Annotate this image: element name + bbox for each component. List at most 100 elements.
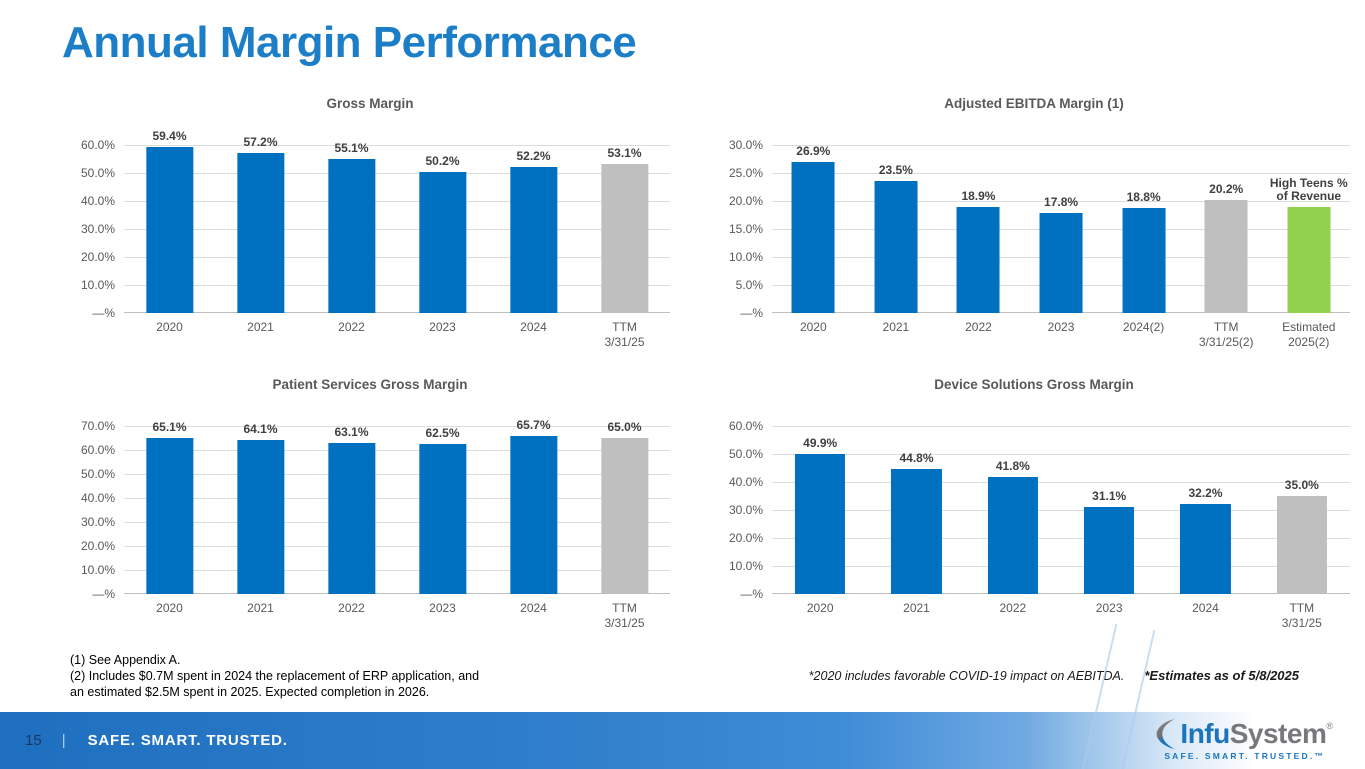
chart-body: 70.0% 60.0% 50.0% 40.0% 30.0% 20.0% 10.0% —% 65.… bbox=[70, 419, 670, 601]
gridline bbox=[772, 566, 1350, 567]
bar-slots: 59.4% 57.2% 55.1% 50.2% 52.2% 53.1% bbox=[124, 129, 670, 313]
bar-value-label: 17.8% bbox=[1044, 195, 1079, 210]
x-axis-label: 2021 bbox=[247, 601, 274, 615]
bar-slot: High Teens % of Revenue bbox=[1267, 145, 1350, 313]
x-axis: 2020 2021 2022 2023 2024 TTM 3/31/25 bbox=[124, 320, 670, 350]
registered-mark: ® bbox=[1326, 721, 1333, 731]
gridline bbox=[124, 498, 670, 499]
bar bbox=[795, 454, 846, 594]
bar-slot: 49.9% bbox=[772, 426, 868, 594]
x-axis-label: 2020 bbox=[806, 601, 834, 615]
chart-device-solutions-gross-margin: Device Solutions Gross Margin 60.0% 50.0% 4… bbox=[718, 377, 1350, 631]
y-tick-label: 40.0% bbox=[728, 475, 763, 489]
plot-area: 26.9% 23.5% 18.9% 17.8% 18.8% 20.2% High Teens… bbox=[772, 145, 1350, 313]
gridline bbox=[772, 538, 1350, 539]
footnote-covid: *2020 includes favorable COVID-19 impact… bbox=[808, 669, 1125, 683]
x-axis-label: 2022 bbox=[965, 320, 992, 334]
y-tick-label: —% bbox=[740, 587, 763, 601]
bar-value-label: 53.1% bbox=[607, 146, 642, 161]
bar-value-label: 64.1% bbox=[243, 422, 278, 437]
bar-slot: 26.9% bbox=[772, 145, 855, 313]
y-tick-label: 60.0% bbox=[80, 138, 115, 152]
bar-slot: 52.2% bbox=[488, 145, 579, 313]
slide-title: Annual Margin Performance bbox=[62, 18, 637, 67]
infusystem-swoosh-icon bbox=[1156, 718, 1178, 750]
x-axis-label: TTM 3/31/25(2) bbox=[1198, 320, 1254, 349]
x-axis-label: TTM 3/31/25 bbox=[604, 601, 645, 630]
x-axis-label: 2024 bbox=[520, 601, 547, 615]
footer-bar: 15 | SAFE. SMART. TRUSTED. bbox=[0, 712, 1365, 769]
gridline bbox=[124, 426, 670, 427]
gridline bbox=[124, 257, 670, 258]
y-tick-label: —% bbox=[92, 306, 115, 320]
bar-slots: 65.1% 64.1% 63.1% 62.5% 65.7% 65.0% bbox=[124, 419, 670, 594]
bar bbox=[236, 152, 285, 313]
chart-body: 60.0% 50.0% 40.0% 30.0% 20.0% 10.0% —% 59.4% 57.… bbox=[70, 129, 670, 320]
bar-slot: 65.7% bbox=[488, 419, 579, 594]
bar bbox=[1122, 207, 1166, 313]
y-tick-label: 30.0% bbox=[80, 515, 115, 529]
bar-value-label: 49.9% bbox=[803, 436, 838, 451]
bar bbox=[509, 166, 558, 313]
gridline bbox=[772, 454, 1350, 455]
page-number: 15 bbox=[25, 732, 42, 749]
x-axis-label: 2023 bbox=[429, 601, 456, 615]
bar bbox=[1287, 206, 1331, 313]
bar-slot: 44.8% bbox=[868, 426, 964, 594]
gridline bbox=[124, 546, 670, 547]
bar-value-label: 44.8% bbox=[899, 450, 934, 465]
gridline bbox=[772, 510, 1350, 511]
x-axis-label: TTM 3/31/25 bbox=[1281, 601, 1322, 630]
y-axis: 60.0% 50.0% 40.0% 30.0% 20.0% 10.0% —% bbox=[718, 419, 772, 601]
bar-value-label: High Teens % of Revenue bbox=[1269, 175, 1348, 203]
bar-value-label: 59.4% bbox=[152, 128, 187, 143]
x-axis-label: 2023 bbox=[429, 320, 456, 334]
y-tick-label: 50.0% bbox=[728, 447, 763, 461]
infusystem-logo: Infu System ® SAFE. SMART. TRUSTED.™ bbox=[1156, 718, 1333, 761]
bar bbox=[891, 468, 942, 594]
y-tick-label: 20.0% bbox=[728, 194, 763, 208]
bar-value-label: 32.2% bbox=[1188, 485, 1223, 500]
gridline bbox=[124, 173, 670, 174]
bar bbox=[874, 181, 918, 313]
bar bbox=[1039, 213, 1083, 313]
bar bbox=[327, 442, 376, 594]
bar-value-label: 55.1% bbox=[334, 140, 369, 155]
bar-slot: 55.1% bbox=[306, 141, 397, 313]
y-tick-label: 5.0% bbox=[735, 278, 763, 292]
bar-value-label: 57.2% bbox=[243, 134, 278, 149]
bar-value-label: 26.9% bbox=[796, 144, 831, 159]
plot-area: 49.9% 44.8% 41.8% 31.1% 32.2% 35.0% bbox=[772, 426, 1350, 594]
gridline bbox=[124, 312, 670, 313]
y-axis: 30.0% 25.0% 20.0% 15.0% 10.0% 5.0% —% bbox=[718, 138, 772, 320]
gridline bbox=[124, 285, 670, 286]
plot-area: 65.1% 64.1% 63.1% 62.5% 65.7% 65.0% bbox=[124, 419, 670, 594]
y-tick-label: 20.0% bbox=[80, 539, 115, 553]
x-axis: 2020 2021 2022 2023 2024 TTM 3/31/25 bbox=[124, 601, 670, 631]
chart-body: 60.0% 50.0% 40.0% 30.0% 20.0% 10.0% —% 49.9% 44.… bbox=[718, 419, 1350, 601]
gridline bbox=[124, 474, 670, 475]
bar-slot: 50.2% bbox=[397, 145, 488, 313]
x-axis-label: 2021 bbox=[903, 601, 930, 615]
bar bbox=[791, 162, 835, 313]
y-tick-label: 15.0% bbox=[728, 222, 763, 236]
x-axis-label: 2024(2) bbox=[1122, 320, 1165, 334]
y-tick-label: 10.0% bbox=[80, 563, 115, 577]
y-axis: 70.0% 60.0% 50.0% 40.0% 30.0% 20.0% 10.0% —% bbox=[70, 419, 124, 601]
x-axis-label: 2022 bbox=[338, 601, 365, 615]
bar-value-label: 65.7% bbox=[516, 418, 551, 433]
bar-slot: 20.2% bbox=[1185, 145, 1268, 313]
x-axis-label: TTM 3/31/25 bbox=[604, 320, 645, 349]
bar-value-label: 65.0% bbox=[607, 420, 642, 434]
gridline bbox=[124, 522, 670, 523]
bar-slot: 65.1% bbox=[124, 420, 215, 594]
chart-patient-services-gross-margin: Patient Services Gross Margin 70.0% 60.0% 5… bbox=[70, 377, 670, 631]
chart-title: Adjusted EBITDA Margin (1) bbox=[944, 96, 1124, 111]
bar bbox=[987, 476, 1038, 594]
gridline bbox=[124, 145, 670, 146]
bar-slot: 31.1% bbox=[1061, 426, 1157, 594]
x-axis: 2020 2021 2022 2023 2024(2) TTM 3/31/25(2) Est… bbox=[772, 320, 1350, 350]
bar-value-label: 41.8% bbox=[995, 458, 1030, 473]
logo-text-infu: Infu bbox=[1180, 718, 1230, 749]
bar-value-label: 63.1% bbox=[334, 424, 369, 439]
